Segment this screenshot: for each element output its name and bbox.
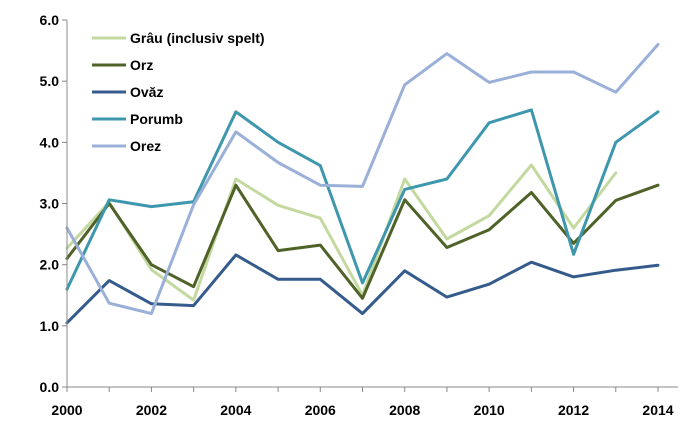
series-line-2 xyxy=(65,253,660,325)
x-tick-label: 2006 xyxy=(305,402,336,418)
series-line-3 xyxy=(65,108,660,291)
series-line-1 xyxy=(65,183,660,300)
x-tick-label: 2014 xyxy=(642,402,673,418)
x-tick-label: 2004 xyxy=(220,402,251,418)
x-tick-label: 2002 xyxy=(136,402,167,418)
x-tick-label: 2000 xyxy=(51,402,82,418)
legend-label: Ovăz xyxy=(130,84,163,100)
y-tick-label: 3.0 xyxy=(40,196,60,212)
y-tick-label: 1.0 xyxy=(40,318,60,334)
x-tick-label: 2012 xyxy=(558,402,589,418)
series-line-0 xyxy=(65,163,618,302)
legend-label: Orez xyxy=(130,138,161,154)
y-tick-label: 0.0 xyxy=(40,379,60,395)
legend-label: Grâu (inclusiv spelt) xyxy=(130,30,265,46)
y-axis-ticks: 0.0 1.0 2.0 3.0 4.0 5.0 6.0 xyxy=(40,12,67,395)
legend-label: Orz xyxy=(130,57,153,73)
y-tick-label: 2.0 xyxy=(40,257,60,273)
legend-label: Porumb xyxy=(130,111,183,127)
y-tick-label: 6.0 xyxy=(40,12,60,28)
plot-lines xyxy=(65,43,660,325)
x-tick-label: 2010 xyxy=(474,402,505,418)
x-tick-label: 2008 xyxy=(389,402,420,418)
y-tick-label: 5.0 xyxy=(40,73,60,89)
x-axis-ticks: 2000 2002 2004 2006 2008 2010 2012 2014 xyxy=(51,387,674,418)
series-line-4 xyxy=(65,43,660,316)
y-tick-label: 4.0 xyxy=(40,134,60,150)
legend: Grâu (inclusiv spelt) Orz Ovăz Porumb Orez xyxy=(92,30,265,154)
